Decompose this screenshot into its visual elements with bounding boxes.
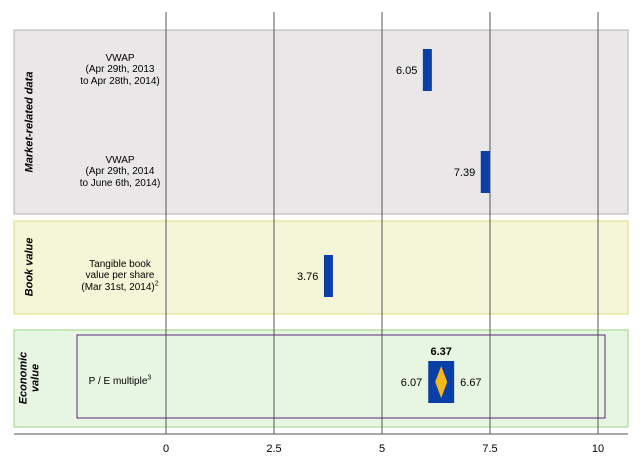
x-tick-label-0: 0	[163, 443, 169, 455]
section-label-3: Economic value	[17, 352, 41, 405]
section-label-2: Book value	[23, 238, 35, 297]
section-label-line: Market-related data	[22, 71, 35, 173]
row-label-line: (Mar 31st, 2014)	[81, 281, 155, 293]
row-label-line: Tangible book	[89, 258, 151, 270]
value-bar	[323, 255, 333, 297]
x-tick-label-3: 7.5	[482, 443, 497, 455]
economic-inner-frame	[76, 334, 606, 419]
x-tick-label-4: 10	[592, 443, 604, 455]
row-label-line: value per share	[85, 270, 155, 281]
section-background-1	[13, 29, 629, 215]
section-label-line: Book value	[22, 237, 35, 297]
row-label-line: (Apr 29th, 2014	[85, 166, 155, 177]
low-label: 6.07	[401, 377, 422, 389]
value-bar	[480, 151, 490, 193]
section-background-2	[13, 220, 629, 315]
section-background-3	[13, 329, 629, 428]
row-label-line: P / E multiple	[88, 376, 148, 387]
value-label: 3.76	[297, 271, 318, 283]
value-label: 7.39	[454, 167, 475, 179]
section-label-1: Market-related data	[23, 72, 35, 173]
row-label: VWAP (Apr 29th, 2013 to Apr 28th, 2014)	[55, 53, 185, 88]
value-label: 6.05	[396, 65, 417, 77]
section-label-line: Economic	[16, 351, 29, 405]
footnote-marker: 2	[154, 280, 159, 288]
section-label-line: value	[28, 363, 41, 393]
row-label: VWAP (Apr 29th, 2014 to June 6th, 2014)	[55, 155, 185, 190]
row-label-line: VWAP	[105, 154, 135, 166]
row-label-line: VWAP	[105, 52, 135, 64]
high-label: 6.67	[460, 377, 481, 389]
x-tick-label-2: 5	[379, 443, 385, 455]
footnote-marker: 3	[147, 374, 152, 382]
row-label: Tangible book value per share (Mar 31st, 2…	[55, 259, 185, 294]
row-label-line: to Apr 28th, 2014)	[80, 75, 160, 87]
row-label: P / E multiple3	[55, 374, 185, 388]
row-label-line: to June 6th, 2014)	[79, 177, 161, 189]
x-tick-label-1: 2.5	[266, 443, 281, 455]
midpoint-marker	[435, 366, 448, 398]
midpoint-label: 6.37	[430, 346, 451, 358]
row-label-line: (Apr 29th, 2013	[85, 64, 155, 75]
value-bar	[422, 49, 432, 91]
